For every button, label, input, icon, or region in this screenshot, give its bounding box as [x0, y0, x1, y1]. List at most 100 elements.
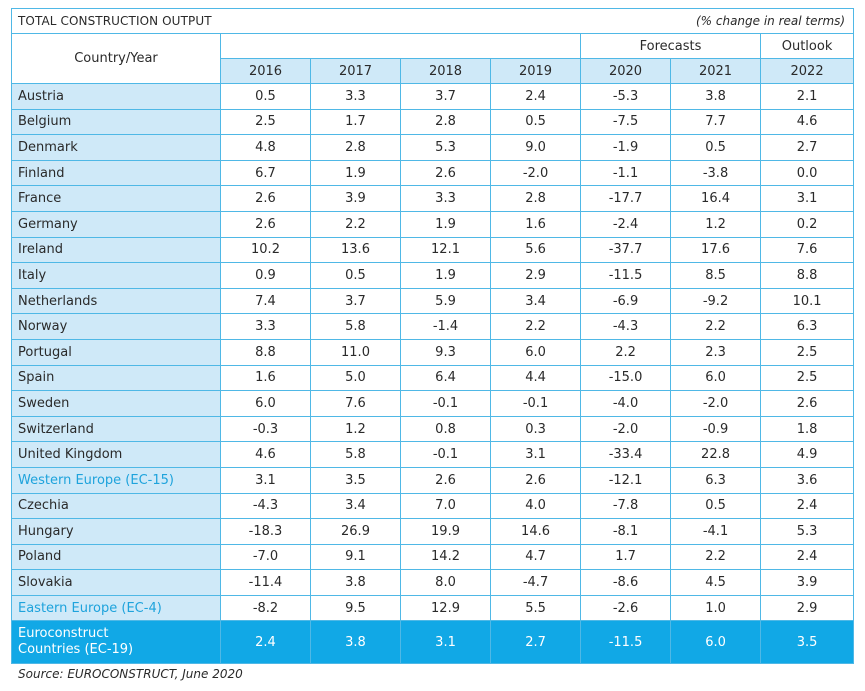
value-cell: 1.2	[670, 210, 762, 238]
value-cell: -0.3	[220, 415, 311, 443]
value-cell: 2.3	[670, 338, 762, 366]
country-name: Sweden	[11, 390, 221, 417]
total-value-cell: 3.1	[399, 620, 492, 665]
value-cell: 3.8	[310, 569, 401, 596]
value-cell: 7.6	[310, 390, 401, 417]
table-row: Denmark 4.8 2.8 5.3 9.0 -1.9 0.5 2.7	[11, 134, 855, 161]
value-cell: 2.2	[580, 338, 672, 366]
value-cell: 2.8	[310, 134, 401, 161]
value-cell: 3.7	[399, 83, 492, 110]
year-header-2022: 2022	[760, 58, 855, 84]
value-cell: 4.0	[490, 492, 582, 520]
value-cell: 0.9	[220, 262, 311, 289]
value-cell: -18.3	[220, 518, 311, 545]
value-cell: -7.5	[580, 108, 672, 136]
value-cell: 4.6	[220, 441, 311, 468]
table-row: Germany 2.6 2.2 1.9 1.6 -2.4 1.2 0.2	[11, 210, 855, 238]
value-cell: -8.2	[220, 594, 311, 622]
construction-output-table: TOTAL CONSTRUCTION OUTPUT (% change in r…	[10, 8, 855, 665]
total-name-line2: Countries (EC-19)	[18, 642, 134, 658]
year-header-2018: 2018	[399, 58, 492, 84]
value-cell: 2.6	[760, 390, 855, 417]
country-name: Norway	[11, 313, 221, 340]
value-cell: 6.0	[220, 390, 311, 417]
value-cell: -0.1	[399, 390, 492, 417]
value-cell: 2.4	[760, 492, 855, 520]
value-cell: 6.0	[670, 364, 762, 392]
country-name: Finland	[11, 159, 221, 187]
table-row: Czechia -4.3 3.4 7.0 4.0 -7.8 0.5 2.4	[11, 492, 855, 520]
year-header-2021: 2021	[670, 58, 762, 84]
table-row: France 2.6 3.9 3.3 2.8 -17.7 16.4 3.1	[11, 185, 855, 212]
value-cell: -8.1	[580, 518, 672, 545]
value-cell: 0.2	[760, 210, 855, 238]
country-name: Austria	[11, 83, 221, 110]
value-cell: 7.6	[760, 236, 855, 264]
value-cell: 2.4	[490, 83, 582, 110]
country-year-header: Country/Year	[11, 33, 221, 84]
value-cell: 14.6	[490, 518, 582, 545]
value-cell: 0.3	[490, 415, 582, 443]
value-cell: -1.9	[580, 134, 672, 161]
total-value-cell: 3.8	[310, 620, 401, 665]
value-cell: 9.5	[310, 594, 401, 622]
value-cell: 1.9	[399, 210, 492, 238]
table-row: Austria 0.5 3.3 3.7 2.4 -5.3 3.8 2.1	[11, 83, 855, 110]
value-cell: -9.2	[670, 287, 762, 315]
total-value-cell: 2.7	[490, 620, 582, 665]
value-cell: 11.0	[310, 338, 401, 366]
value-cell: 0.5	[490, 108, 582, 136]
country-name: Poland	[11, 543, 221, 571]
value-cell: -12.1	[580, 466, 672, 494]
value-cell: -5.3	[580, 83, 672, 110]
value-cell: 3.4	[310, 492, 401, 520]
value-cell: 13.6	[310, 236, 401, 264]
value-cell: 1.6	[490, 210, 582, 238]
value-cell: 14.2	[399, 543, 492, 571]
year-header-2020: 2020	[580, 58, 672, 84]
value-cell: -15.0	[580, 364, 672, 392]
table-row: Slovakia -11.4 3.8 8.0 -4.7 -8.6 4.5 3.9	[11, 569, 855, 596]
value-cell: 2.6	[220, 210, 311, 238]
value-cell: 9.1	[310, 543, 401, 571]
value-cell: -7.8	[580, 492, 672, 520]
value-cell: 17.6	[670, 236, 762, 264]
value-cell: 22.8	[670, 441, 762, 468]
country-name: Denmark	[11, 134, 221, 161]
total-value-cell: 2.4	[220, 620, 311, 665]
value-cell: 0.0	[760, 159, 855, 187]
value-cell: 5.3	[399, 134, 492, 161]
table-row: Sweden 6.0 7.6 -0.1 -0.1 -4.0 -2.0 2.6	[11, 390, 855, 417]
value-cell: 6.4	[399, 364, 492, 392]
value-cell: 4.7	[490, 543, 582, 571]
value-cell: 3.9	[310, 185, 401, 212]
value-cell: 7.0	[399, 492, 492, 520]
value-cell: 8.8	[220, 338, 311, 366]
value-cell: 3.5	[310, 466, 401, 494]
value-cell: -11.5	[580, 262, 672, 289]
value-cell: 4.5	[670, 569, 762, 596]
table-row: United Kingdom 4.6 5.8 -0.1 3.1 -33.4 22.8 4.9	[11, 441, 855, 468]
value-cell: 5.3	[760, 518, 855, 545]
value-cell: 4.8	[220, 134, 311, 161]
value-cell: 19.9	[399, 518, 492, 545]
year-header-row: 2016 2017 2018 2019 2020 2021 2022	[12, 58, 855, 84]
source-note: Source: EUROCONSTRUCT, June 2020	[18, 667, 243, 681]
value-cell: 6.3	[670, 466, 762, 494]
value-cell: -0.1	[399, 441, 492, 468]
value-cell: 0.5	[670, 134, 762, 161]
value-cell: 2.2	[310, 210, 401, 238]
value-cell: 8.8	[760, 262, 855, 289]
value-cell: 6.0	[490, 338, 582, 366]
total-value-cell: -11.5	[580, 620, 672, 665]
table-row: Poland -7.0 9.1 14.2 4.7 1.7 2.2 2.4	[11, 543, 855, 571]
country-name: United Kingdom	[11, 441, 221, 468]
value-cell: 3.3	[310, 83, 401, 110]
value-cell: 0.5	[670, 492, 762, 520]
table-row: Ireland 10.2 13.6 12.1 5.6 -37.7 17.6 7.6	[11, 236, 855, 264]
table-row: Portugal 8.8 11.0 9.3 6.0 2.2 2.3 2.5	[11, 338, 855, 366]
value-cell: 5.5	[490, 594, 582, 622]
value-cell: 1.9	[399, 262, 492, 289]
total-row: Euroconstruct Countries (EC-19) 2.4 3.8 3.1 2…	[11, 620, 855, 665]
value-cell: 2.6	[399, 159, 492, 187]
